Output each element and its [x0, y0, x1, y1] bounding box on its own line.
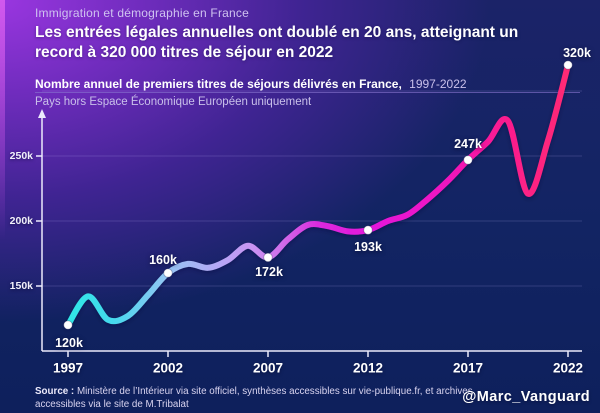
- data-point-label: 160k: [149, 253, 177, 267]
- chart-subtitle-main: Nombre annuel de premiers titres de séjo…: [35, 77, 402, 91]
- x-axis-label: 1997: [52, 360, 84, 376]
- x-axis-label: 2007: [252, 360, 284, 376]
- data-point-dot: [63, 320, 73, 330]
- source-text: Ministère de l’Intérieur via site offici…: [35, 386, 473, 410]
- source-note: Source : Ministère de l’Intérieur via si…: [35, 386, 505, 411]
- x-axis-label: 2002: [152, 360, 184, 376]
- data-point-dot: [463, 155, 473, 165]
- x-axis-label: 2022: [552, 360, 584, 376]
- data-point-label: 120k: [55, 336, 83, 350]
- data-point-dot: [163, 268, 173, 278]
- page-title: Les entrées légales annuelles ont doublé…: [35, 23, 595, 63]
- title-line-2: record à 320 000 titres de séjour en 202…: [35, 44, 334, 61]
- y-axis-label: 250k: [9, 150, 33, 162]
- chart-note: Pays hors Espace Économique Européen uni…: [35, 96, 312, 108]
- data-point-dot: [263, 252, 273, 263]
- trend-line: [65, 62, 571, 328]
- kicker-text: Immigration et démographie en France: [35, 6, 249, 20]
- x-axis-label: 2012: [352, 360, 384, 376]
- source-label: Source :: [35, 386, 75, 397]
- y-axis-label: 200k: [9, 215, 33, 227]
- y-axis-label: 150k: [9, 280, 33, 292]
- y-axis-arrow: [38, 109, 46, 118]
- data-point-dot: [563, 60, 573, 70]
- x-axis-label: 2017: [452, 360, 484, 376]
- chart-subtitle: Nombre annuel de premiers titres de séjo…: [35, 77, 467, 91]
- data-point-label: 247k: [454, 136, 482, 151]
- data-point-label: 320k: [563, 46, 591, 60]
- data-point-label: 172k: [255, 265, 283, 280]
- data-point-dot: [363, 225, 373, 235]
- title-line-1: Les entrées légales annuelles ont doublé…: [35, 24, 519, 41]
- subtitle-divider: [35, 92, 580, 93]
- author-handle: @Marc_Vanguard: [462, 389, 590, 405]
- chart-subtitle-period: 1997-2022: [409, 77, 467, 91]
- data-point-label: 193k: [354, 240, 382, 255]
